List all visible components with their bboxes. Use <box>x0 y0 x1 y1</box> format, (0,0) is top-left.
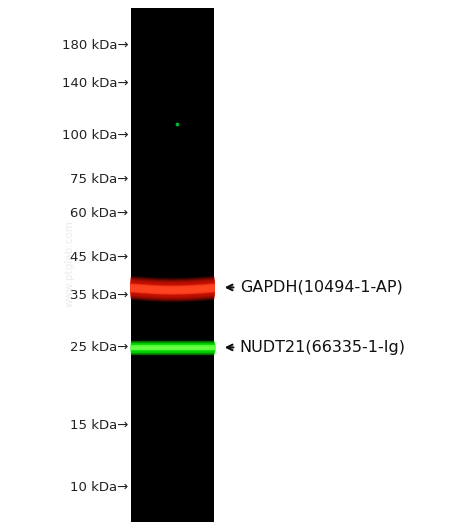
Text: 45 kDa→: 45 kDa→ <box>70 251 128 264</box>
Text: 140 kDa→: 140 kDa→ <box>62 77 128 90</box>
Text: 100 kDa→: 100 kDa→ <box>62 129 128 142</box>
Text: 60 kDa→: 60 kDa→ <box>70 207 128 220</box>
Text: 10 kDa→: 10 kDa→ <box>70 481 128 494</box>
Bar <box>130 8 214 522</box>
Text: 75 kDa→: 75 kDa→ <box>70 173 128 186</box>
Text: 25 kDa→: 25 kDa→ <box>70 341 128 354</box>
Text: 15 kDa→: 15 kDa→ <box>70 419 128 432</box>
Text: GAPDH(10494-1-AP): GAPDH(10494-1-AP) <box>240 280 403 295</box>
Text: 35 kDa→: 35 kDa→ <box>70 289 128 302</box>
Text: NUDT21(66335-1-Ig): NUDT21(66335-1-Ig) <box>240 340 406 355</box>
Text: 180 kDa→: 180 kDa→ <box>62 39 128 52</box>
Text: www.ptglab.com: www.ptglab.com <box>65 220 75 307</box>
